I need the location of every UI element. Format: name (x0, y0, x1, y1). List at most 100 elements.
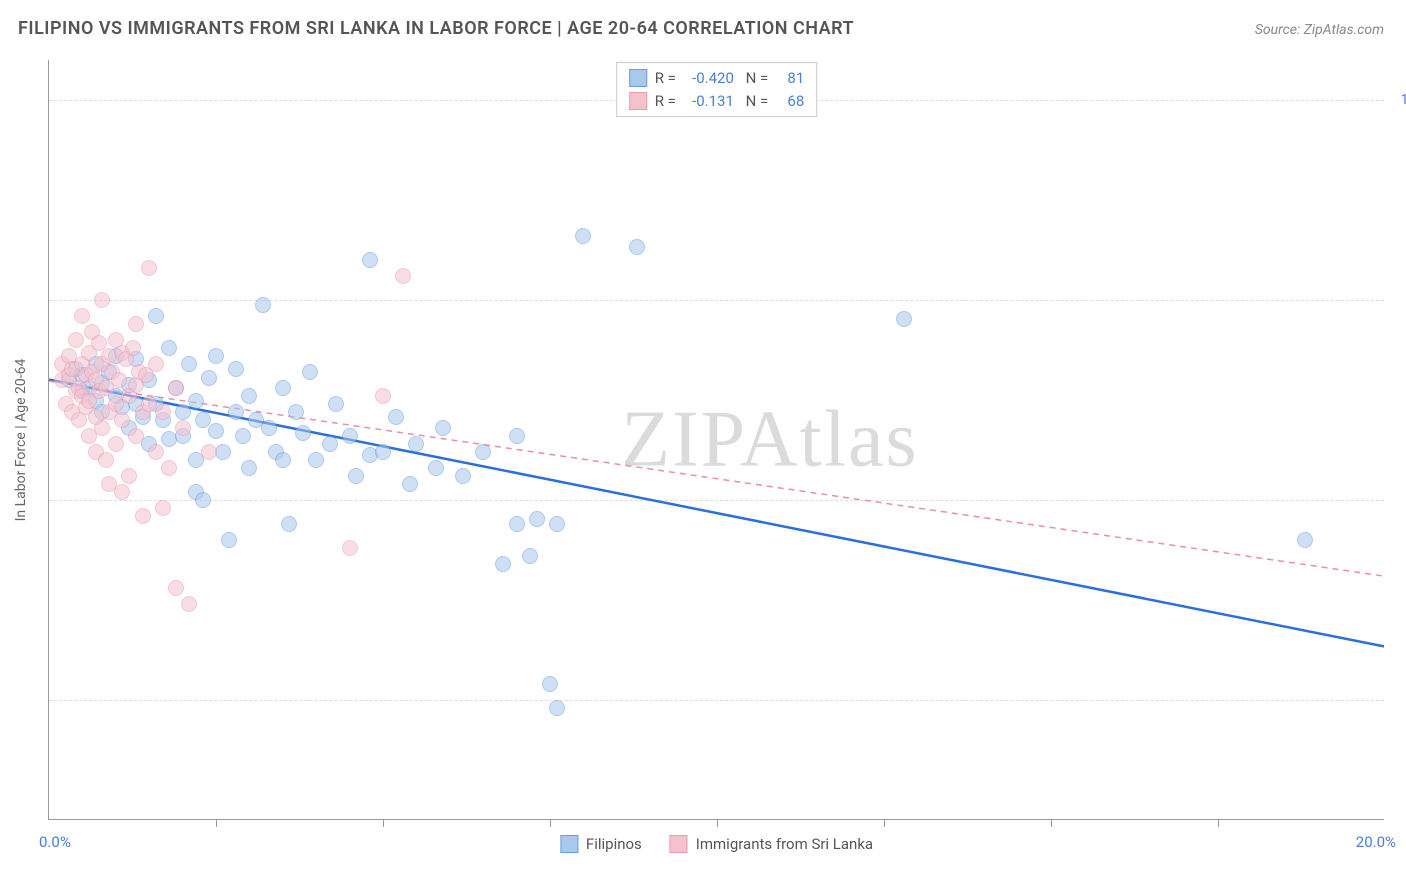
x-tick (1051, 819, 1052, 827)
data-point (98, 452, 114, 468)
data-point (408, 436, 424, 452)
correlation-chart: FILIPINO VS IMMIGRANTS FROM SRI LANKA IN… (0, 0, 1406, 892)
x-tick (1218, 819, 1219, 827)
data-point (322, 436, 338, 452)
data-point (221, 532, 237, 548)
data-point (195, 492, 211, 508)
x-tick (884, 819, 885, 827)
chart-title: FILIPINO VS IMMIGRANTS FROM SRI LANKA IN… (18, 18, 854, 39)
data-point (529, 511, 545, 527)
data-point (255, 297, 271, 313)
data-point (549, 516, 565, 532)
data-point (295, 425, 311, 441)
stats-row-srilanka: R = -0.131 N = 68 (629, 90, 805, 113)
data-point (148, 308, 164, 324)
data-point (275, 380, 291, 396)
swatch-filipinos (629, 69, 647, 87)
data-point (575, 228, 591, 244)
grid-line (49, 500, 1384, 501)
legend-label: Immigrants from Sri Lanka (696, 835, 873, 853)
data-point (114, 484, 130, 500)
data-point (281, 516, 297, 532)
data-point (141, 260, 157, 276)
data-point (148, 444, 164, 460)
data-point (111, 372, 127, 388)
data-point (94, 420, 110, 436)
data-point (188, 393, 204, 409)
data-point (68, 332, 84, 348)
y-axis-title: In Labor Force | Age 20-64 (13, 358, 29, 521)
data-point (135, 508, 151, 524)
data-point (161, 460, 177, 476)
data-point (74, 308, 90, 324)
source-label: Source: ZipAtlas.com (1255, 22, 1384, 38)
data-point (175, 420, 191, 436)
data-point (128, 316, 144, 332)
r-value-filipinos: -0.420 (684, 67, 734, 90)
data-point (495, 556, 511, 572)
data-point (228, 404, 244, 420)
data-point (549, 700, 565, 716)
y-tick-label: 100.0% (1390, 92, 1406, 108)
data-point (108, 436, 124, 452)
r-label: R = (655, 67, 676, 90)
x-axis-min-label: 0.0% (39, 833, 71, 851)
data-point (148, 356, 164, 372)
legend-item: Filipinos (560, 835, 642, 853)
grid-line (49, 300, 1384, 301)
x-tick (383, 819, 384, 827)
data-point (201, 444, 217, 460)
data-point (275, 452, 291, 468)
legend: Filipinos Immigrants from Sri Lanka (560, 835, 873, 853)
data-point (235, 428, 251, 444)
data-point (208, 348, 224, 364)
data-point (168, 580, 184, 596)
data-point (509, 428, 525, 444)
data-point (395, 268, 411, 284)
data-point (114, 412, 130, 428)
data-point (155, 500, 171, 516)
y-tick-label: 87.5% (1390, 292, 1406, 308)
swatch-srilanka (629, 92, 647, 110)
data-point (94, 292, 110, 308)
legend-swatch (560, 835, 578, 853)
n-label: N = (742, 90, 768, 113)
data-point (241, 460, 257, 476)
data-point (475, 444, 491, 460)
data-point (161, 340, 177, 356)
x-tick (717, 819, 718, 827)
legend-label: Filipinos (586, 835, 642, 853)
data-point (241, 388, 257, 404)
data-point (1297, 532, 1313, 548)
data-point (629, 239, 645, 255)
correlation-stats-box: R = -0.420 N = 81 R = -0.131 N = 68 (616, 62, 818, 117)
data-point (302, 364, 318, 380)
data-point (181, 596, 197, 612)
data-point (522, 548, 538, 564)
data-point (128, 428, 144, 444)
trend-line (49, 381, 1384, 576)
data-point (261, 420, 277, 436)
y-tick-label: 62.5% (1390, 692, 1406, 708)
stats-row-filipinos: R = -0.420 N = 81 (629, 67, 805, 90)
x-axis-max-label: 20.0% (1356, 833, 1396, 851)
x-tick (216, 819, 217, 827)
data-point (388, 409, 404, 425)
data-point (121, 468, 137, 484)
n-value-srilanka: 68 (776, 90, 804, 113)
legend-item: Immigrants from Sri Lanka (670, 835, 873, 853)
data-point (362, 252, 378, 268)
data-point (402, 476, 418, 492)
data-point (342, 540, 358, 556)
y-tick-label: 75.0% (1390, 492, 1406, 508)
data-point (125, 340, 141, 356)
data-point (542, 676, 558, 692)
data-point (348, 468, 364, 484)
data-point (155, 404, 171, 420)
x-tick (550, 819, 551, 827)
r-value-srilanka: -0.131 (684, 90, 734, 113)
data-point (201, 370, 217, 386)
grid-line (49, 700, 1384, 701)
data-point (308, 452, 324, 468)
data-point (208, 423, 224, 439)
